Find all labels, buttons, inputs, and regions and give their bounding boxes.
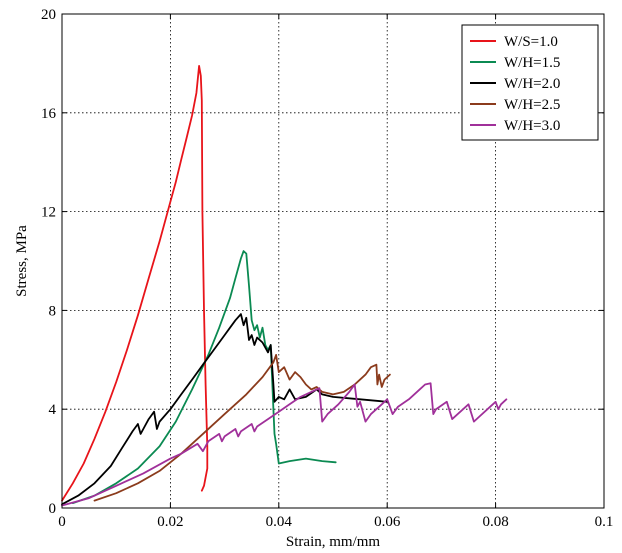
y-tick-label: 16 (41, 106, 57, 122)
series-line-3 (61, 313, 389, 506)
series-line-4 (93, 354, 391, 502)
y-axis-label: Stress, MPa (14, 225, 30, 297)
legend-label: W/H=2.0 (504, 76, 560, 92)
x-tick-label: 0.06 (374, 514, 401, 530)
legend: W/S=1.0 W/H=1.5 W/H=2.0 W/H=2.5 W/H=3.0 (461, 24, 599, 141)
legend-label: W/H=1.5 (504, 55, 560, 71)
series-line-5 (61, 382, 508, 507)
x-tick-label: 0.1 (595, 514, 614, 530)
axis-ticks (61, 13, 605, 509)
legend-label: W/H=3.0 (504, 118, 560, 134)
y-tick-label: 4 (49, 402, 57, 418)
x-tick-label: 0.04 (266, 514, 293, 530)
legend-label: W/S=1.0 (504, 34, 558, 50)
y-tick-label: 8 (49, 303, 57, 319)
x-axis-label: Strain, mm/mm (286, 534, 381, 550)
y-tick-label: 0 (49, 501, 57, 517)
series-line-1 (61, 65, 209, 502)
x-tick-label: 0.02 (157, 514, 183, 530)
series-line-2 (71, 250, 337, 504)
plot-area-frame (61, 13, 605, 509)
legend-label: W/H=2.5 (504, 97, 560, 113)
x-tick-label: 0 (58, 514, 66, 530)
axis-tick-labels: 0 0.02 0.04 0.06 0.08 0.1 0 4 8 12 16 20 (41, 7, 613, 530)
y-tick-label: 12 (41, 205, 56, 221)
y-tick-label: 20 (41, 7, 56, 23)
series-lines (61, 65, 508, 507)
x-tick-label: 0.08 (482, 514, 508, 530)
